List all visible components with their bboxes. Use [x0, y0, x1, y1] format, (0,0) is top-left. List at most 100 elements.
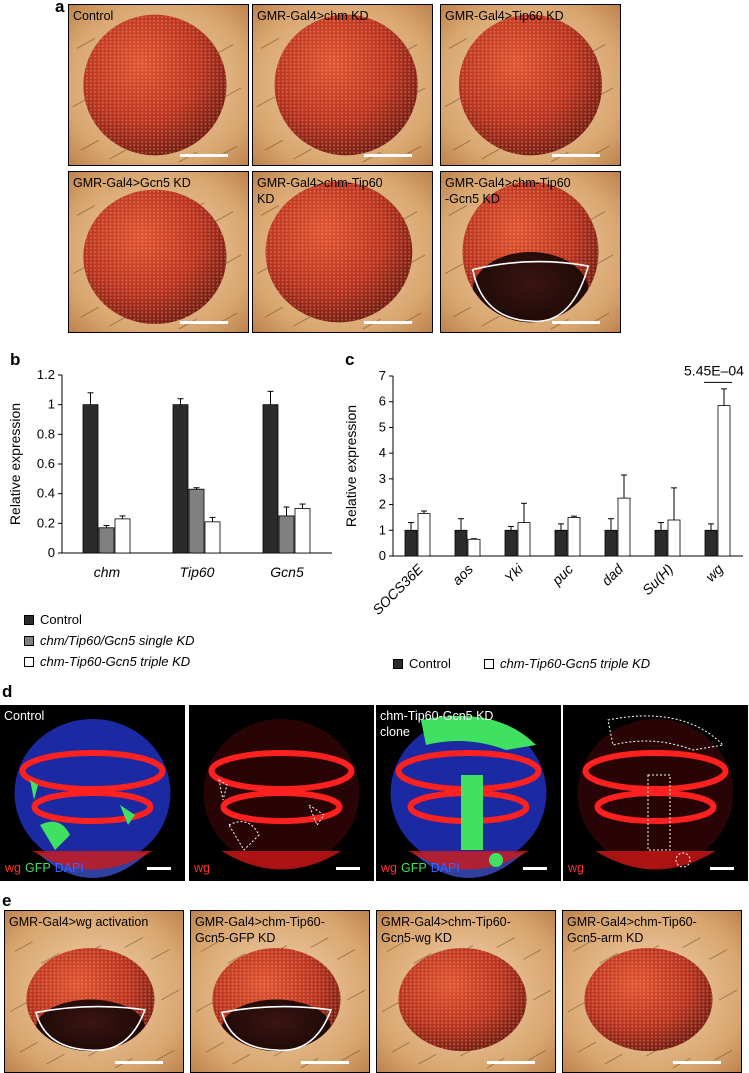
- eye-image: [69, 172, 248, 332]
- legend-label: chm/Tip60/Gcn5 single KD: [40, 633, 195, 648]
- bar: [204, 521, 221, 554]
- bar: [554, 529, 568, 557]
- eye-image: [191, 911, 369, 1072]
- x-tick-label: dad: [598, 560, 627, 589]
- y-tick-label: 1: [379, 522, 386, 537]
- x-tick-label: Gcn5: [270, 564, 304, 580]
- chart-c: 0 1 2 3 4 5 6 7 Relative expression SOCS36E aos Yki…: [343, 362, 744, 617]
- legend-label: Control: [409, 656, 451, 671]
- chart-b: 0 0.2 0.4 0.6 0.8 1 1.2 Relative expression chm T…: [7, 367, 332, 580]
- legend-swatch-triple: [24, 656, 34, 667]
- y-tick-label: 0.4: [37, 486, 55, 501]
- eye-photo: GMR-Gal4>chm-Tip60 -Gcn5 KD: [440, 171, 621, 333]
- eye-image: [253, 172, 432, 332]
- bar: [417, 513, 431, 557]
- bar: [262, 404, 279, 554]
- y-tick-label: 5: [379, 419, 386, 434]
- p-value-label: 5.45E–04: [684, 362, 744, 378]
- wing-disc-image: chm-Tip60-Gcn5 KD clone wg GFP DAPI: [376, 705, 561, 881]
- scale-bar: [301, 1061, 349, 1064]
- eye-photo: GMR-Gal4>wg activation: [4, 910, 184, 1073]
- bar: [114, 518, 131, 554]
- channel-label: GFP: [24, 861, 51, 875]
- photo-label: GMR-Gal4>chm KD: [257, 9, 369, 23]
- bar: [172, 404, 189, 554]
- y-tick-label: 0.2: [37, 515, 55, 530]
- legend-swatch-control: [393, 658, 403, 669]
- legend-b-single: chm/Tip60/Gcn5 single KD: [24, 633, 195, 648]
- legend-c-control: Control: [393, 656, 451, 671]
- y-tick-label: 7: [379, 368, 386, 383]
- wing-disc-drawing: [14, 719, 171, 878]
- photo-label: GMR-Gal4>wg activation: [9, 915, 149, 929]
- legend-label: Control: [40, 612, 82, 627]
- channel-label: wg: [568, 861, 584, 875]
- legend-swatch-control: [24, 614, 34, 625]
- channel-label: DAPI: [430, 861, 460, 875]
- panel-c-letter: c: [345, 350, 355, 369]
- eye-photo: Control: [68, 4, 249, 166]
- panel-b-letter: b: [10, 350, 21, 369]
- wing-disc-image: Control wg GFP DAPI: [0, 705, 185, 881]
- bar: [567, 517, 581, 557]
- legend-swatch-triple: [484, 658, 494, 669]
- bar: [654, 529, 668, 557]
- legend-swatch-single: [24, 635, 34, 646]
- y-tick-label: 0: [379, 548, 386, 563]
- bar: [717, 405, 731, 557]
- legend-c-triple: chm-Tip60-Gcn5 triple KD: [484, 656, 650, 671]
- x-tick-label: chm: [94, 564, 121, 580]
- photo-label: GMR-Gal4>chm-Tip60- Gcn5-arm KD: [567, 915, 697, 945]
- panel-e-letter: e: [2, 891, 12, 910]
- scale-bar: [523, 867, 547, 870]
- eye-image: [69, 5, 248, 165]
- y-tick-label: 2: [379, 497, 386, 512]
- x-tick-label: Tip60: [180, 564, 215, 580]
- eye-image: [253, 5, 432, 165]
- scale-bar: [180, 154, 228, 157]
- bar: [278, 515, 295, 554]
- bar: [617, 497, 631, 557]
- bar: [98, 527, 115, 554]
- bar: [517, 522, 531, 557]
- bar: [82, 404, 99, 554]
- scale-bar: [147, 867, 171, 870]
- x-tick-label: puc: [548, 561, 576, 589]
- channel-labels: wg: [568, 861, 588, 875]
- eye-image: [377, 911, 555, 1072]
- scale-bar: [552, 321, 600, 324]
- scale-bar: [552, 154, 600, 157]
- photo-label: GMR-Gal4>chm-Tip60 KD: [257, 176, 383, 206]
- y-tick-label: 6: [379, 394, 386, 409]
- photo-label: GMR-Gal4>Gcn5 KD: [73, 176, 191, 190]
- bar: [404, 529, 418, 557]
- legend-b-triple: chm-Tip60-Gcn5 triple KD: [24, 654, 190, 669]
- eye-photo: GMR-Gal4>Tip60 KD: [440, 4, 621, 166]
- x-tick-label: Yki: [501, 560, 527, 586]
- wing-disc-image: wg: [563, 705, 748, 881]
- scale-bar: [487, 1061, 535, 1064]
- channel-label: wg: [381, 861, 397, 875]
- photo-label: Control: [73, 9, 114, 23]
- scale-bar: [336, 867, 360, 870]
- y-tick-label: 4: [379, 445, 386, 460]
- channel-label: wg: [5, 861, 21, 875]
- eye-image: [441, 172, 620, 332]
- photo-label: GMR-Gal4>chm-Tip60- Gcn5-wg KD: [381, 915, 511, 945]
- x-tick-label: SOCS36E: [369, 560, 426, 617]
- bar: [467, 538, 481, 557]
- y-tick-label: 3: [379, 471, 386, 486]
- x-tick-label: Su(H): [639, 561, 676, 598]
- channel-label: wg: [194, 861, 210, 875]
- bar: [454, 529, 468, 557]
- disc-label: Control: [4, 709, 45, 723]
- x-tick-label: wg: [702, 561, 726, 585]
- legend-b-control: Control: [24, 612, 82, 627]
- legend-label: chm-Tip60-Gcn5 triple KD: [500, 656, 651, 671]
- scale-bar: [673, 1061, 721, 1064]
- bar: [604, 529, 618, 557]
- scale-bar: [180, 321, 228, 324]
- channel-labels: wg GFP DAPI: [5, 861, 88, 875]
- photo-label: GMR-Gal4>chm-Tip60 -Gcn5 KD: [445, 176, 571, 206]
- y-axis-label: Relative expression: [7, 403, 23, 525]
